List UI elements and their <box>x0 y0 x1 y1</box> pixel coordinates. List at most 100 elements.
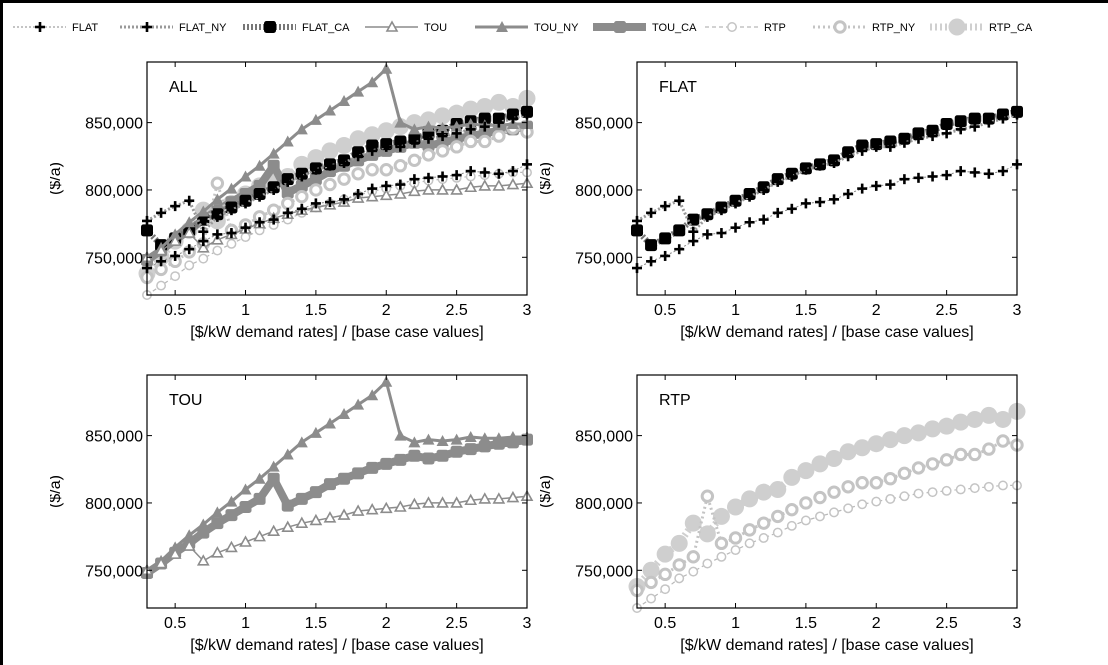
all-series-flat-ny-point <box>268 184 279 195</box>
all-series-tou-point <box>492 179 506 191</box>
rtp-series-rtp-ca-point <box>811 455 829 473</box>
legend-tou-ny-label: TOU_NY <box>534 22 579 34</box>
all-xtick-label: 2.5 <box>446 302 468 319</box>
all-xtick-label: 1.5 <box>305 302 327 319</box>
rtp-series-rtp-ny-point <box>644 575 658 590</box>
legend-tou-ca-label: TOU_CA <box>652 22 697 34</box>
flat-plot-area <box>631 105 1023 274</box>
all-series-rtp-ny-point <box>337 172 351 186</box>
all-series-tou-ca-point <box>267 159 280 172</box>
all-series-flat-ny-point <box>395 141 406 152</box>
all-series-flat-line <box>146 163 528 269</box>
all-series-flat-point <box>226 228 237 239</box>
rtp-series-rtp-point <box>941 485 952 496</box>
rtp-series-rtp-ny-point <box>700 489 715 503</box>
flat-series-flat-point <box>899 174 910 185</box>
flat-series-flat-ny-point <box>674 195 685 206</box>
tou-series-tou-ca-point <box>338 472 351 485</box>
flat-series-flat-ny-point <box>857 145 868 156</box>
tou-series-tou-point <box>408 497 421 510</box>
flat-series-flat-ca-point <box>884 135 897 148</box>
rtp-series-rtp-ny-point <box>939 453 954 467</box>
tou-series-tou-ca-point <box>394 453 407 466</box>
all-series-rtp-point <box>198 253 209 264</box>
tou-ytick-label: 850,000 <box>85 429 143 446</box>
tou-series-tou-ca-point <box>309 486 322 499</box>
flat-series-flat-ca-point <box>968 112 981 125</box>
flat-series-flat-ca-point <box>659 232 672 245</box>
tou-series-tou-point <box>168 547 182 559</box>
legend-tou-marker <box>385 20 399 32</box>
rtp-series-rtp-ca-point <box>839 443 857 461</box>
all-series-rtp-ny-point <box>464 134 478 149</box>
rtp-series-rtp-point <box>955 484 966 495</box>
tou-series-tou-ny-point <box>450 433 463 445</box>
tou-series-tou-point <box>281 520 295 532</box>
rtp-series-rtp-ca-point <box>741 490 759 508</box>
all-series-rtp-point <box>170 271 181 282</box>
flat-series-flat-point <box>927 171 938 182</box>
all-series-tou-point <box>196 241 210 253</box>
all-series-flat-point <box>437 171 448 182</box>
all-xtick-label: 3 <box>523 302 532 319</box>
flat-series-flat-point <box>969 167 980 178</box>
all-series-flat-point <box>493 168 504 179</box>
all-series-flat-point <box>381 180 392 191</box>
all-series-tou-ny-point <box>309 113 322 125</box>
all-series-tou-ny-point <box>408 123 421 135</box>
flat-series-flat-ny-point <box>969 121 980 132</box>
rtp-series-rtp-point <box>758 533 769 543</box>
rtp-series-rtp-ny-point <box>785 502 799 517</box>
flat-series-flat-point <box>772 207 783 218</box>
tou-series-tou-point <box>478 492 492 504</box>
tou-series-tou-ny-point <box>197 518 210 530</box>
all-series-flat-point <box>240 222 251 233</box>
tou-series-tou-point <box>365 503 379 515</box>
rtp-series-rtp-ny-point <box>672 558 686 572</box>
flat-series-flat-ny-point <box>885 141 896 152</box>
flat-series-flat-ny-point <box>800 164 811 175</box>
tou-series-tou-ny-point <box>408 436 421 448</box>
tou-series-tou-ny-point <box>478 432 491 444</box>
all-series-flat-point <box>479 167 490 178</box>
flat-series-flat-point <box>955 166 966 177</box>
rtp-series-rtp-ny-point <box>883 472 898 486</box>
chart-panel-flat: 0.5 1 1.5 2 2.5 3 750,000 800,000 850,000 FLAT [$/… <box>540 61 1023 341</box>
flat-series-flat <box>632 159 1022 274</box>
tou-series-tou-ca-point <box>197 526 210 539</box>
all-series-tou-point <box>393 187 407 199</box>
rtp-series-rtp-ny <box>630 434 1024 598</box>
tou-series-tou-point <box>267 524 281 537</box>
flat-series-flat-ca-point <box>687 213 700 226</box>
all-series-flat-ny <box>142 109 532 237</box>
flat-xtick-label: 2.5 <box>936 302 958 319</box>
all-series-flat-ny-point <box>212 211 223 222</box>
rtp-series-rtp-point <box>815 511 825 522</box>
legend-flat-marker <box>35 22 45 32</box>
tou-series-tou-point <box>182 539 196 551</box>
all-series-rtp-line <box>146 171 527 296</box>
rtp-series-rtp-ca-point <box>966 410 984 428</box>
flat-series-flat-point <box>674 244 685 255</box>
all-series-flat-ny-point <box>170 201 181 212</box>
all-ytick-label: 850,000 <box>85 116 143 133</box>
tou-series-tou-ny-point <box>338 408 351 420</box>
flat-series-flat-ca-point <box>912 127 925 140</box>
rtp-series-rtp-ca-point <box>698 525 716 543</box>
tou-series-tou-ny-point <box>366 389 379 401</box>
tou-series-tou-ca-point <box>323 478 336 491</box>
all-series-flat-ny-point <box>367 145 378 156</box>
legend-rtp-ny-marker <box>833 20 847 34</box>
flat-series-flat-ny-point <box>716 205 727 216</box>
legend-tou-ny-marker <box>496 21 508 32</box>
flat-series-flat-ny-point <box>941 128 952 139</box>
tou-series-tou-ca-point <box>478 440 491 453</box>
flat-series-flat-point <box>800 198 811 209</box>
flat-xtick-label: 1.5 <box>795 302 817 319</box>
all-series-flat-ny-point <box>493 117 504 128</box>
all-series-flat-point <box>507 166 518 177</box>
flat-series-flat-point <box>829 194 840 205</box>
tou-series-tou-ny-point <box>436 434 449 446</box>
all-series-rtp-ca-point <box>448 104 466 122</box>
rtp-series-rtp-point <box>772 527 783 538</box>
